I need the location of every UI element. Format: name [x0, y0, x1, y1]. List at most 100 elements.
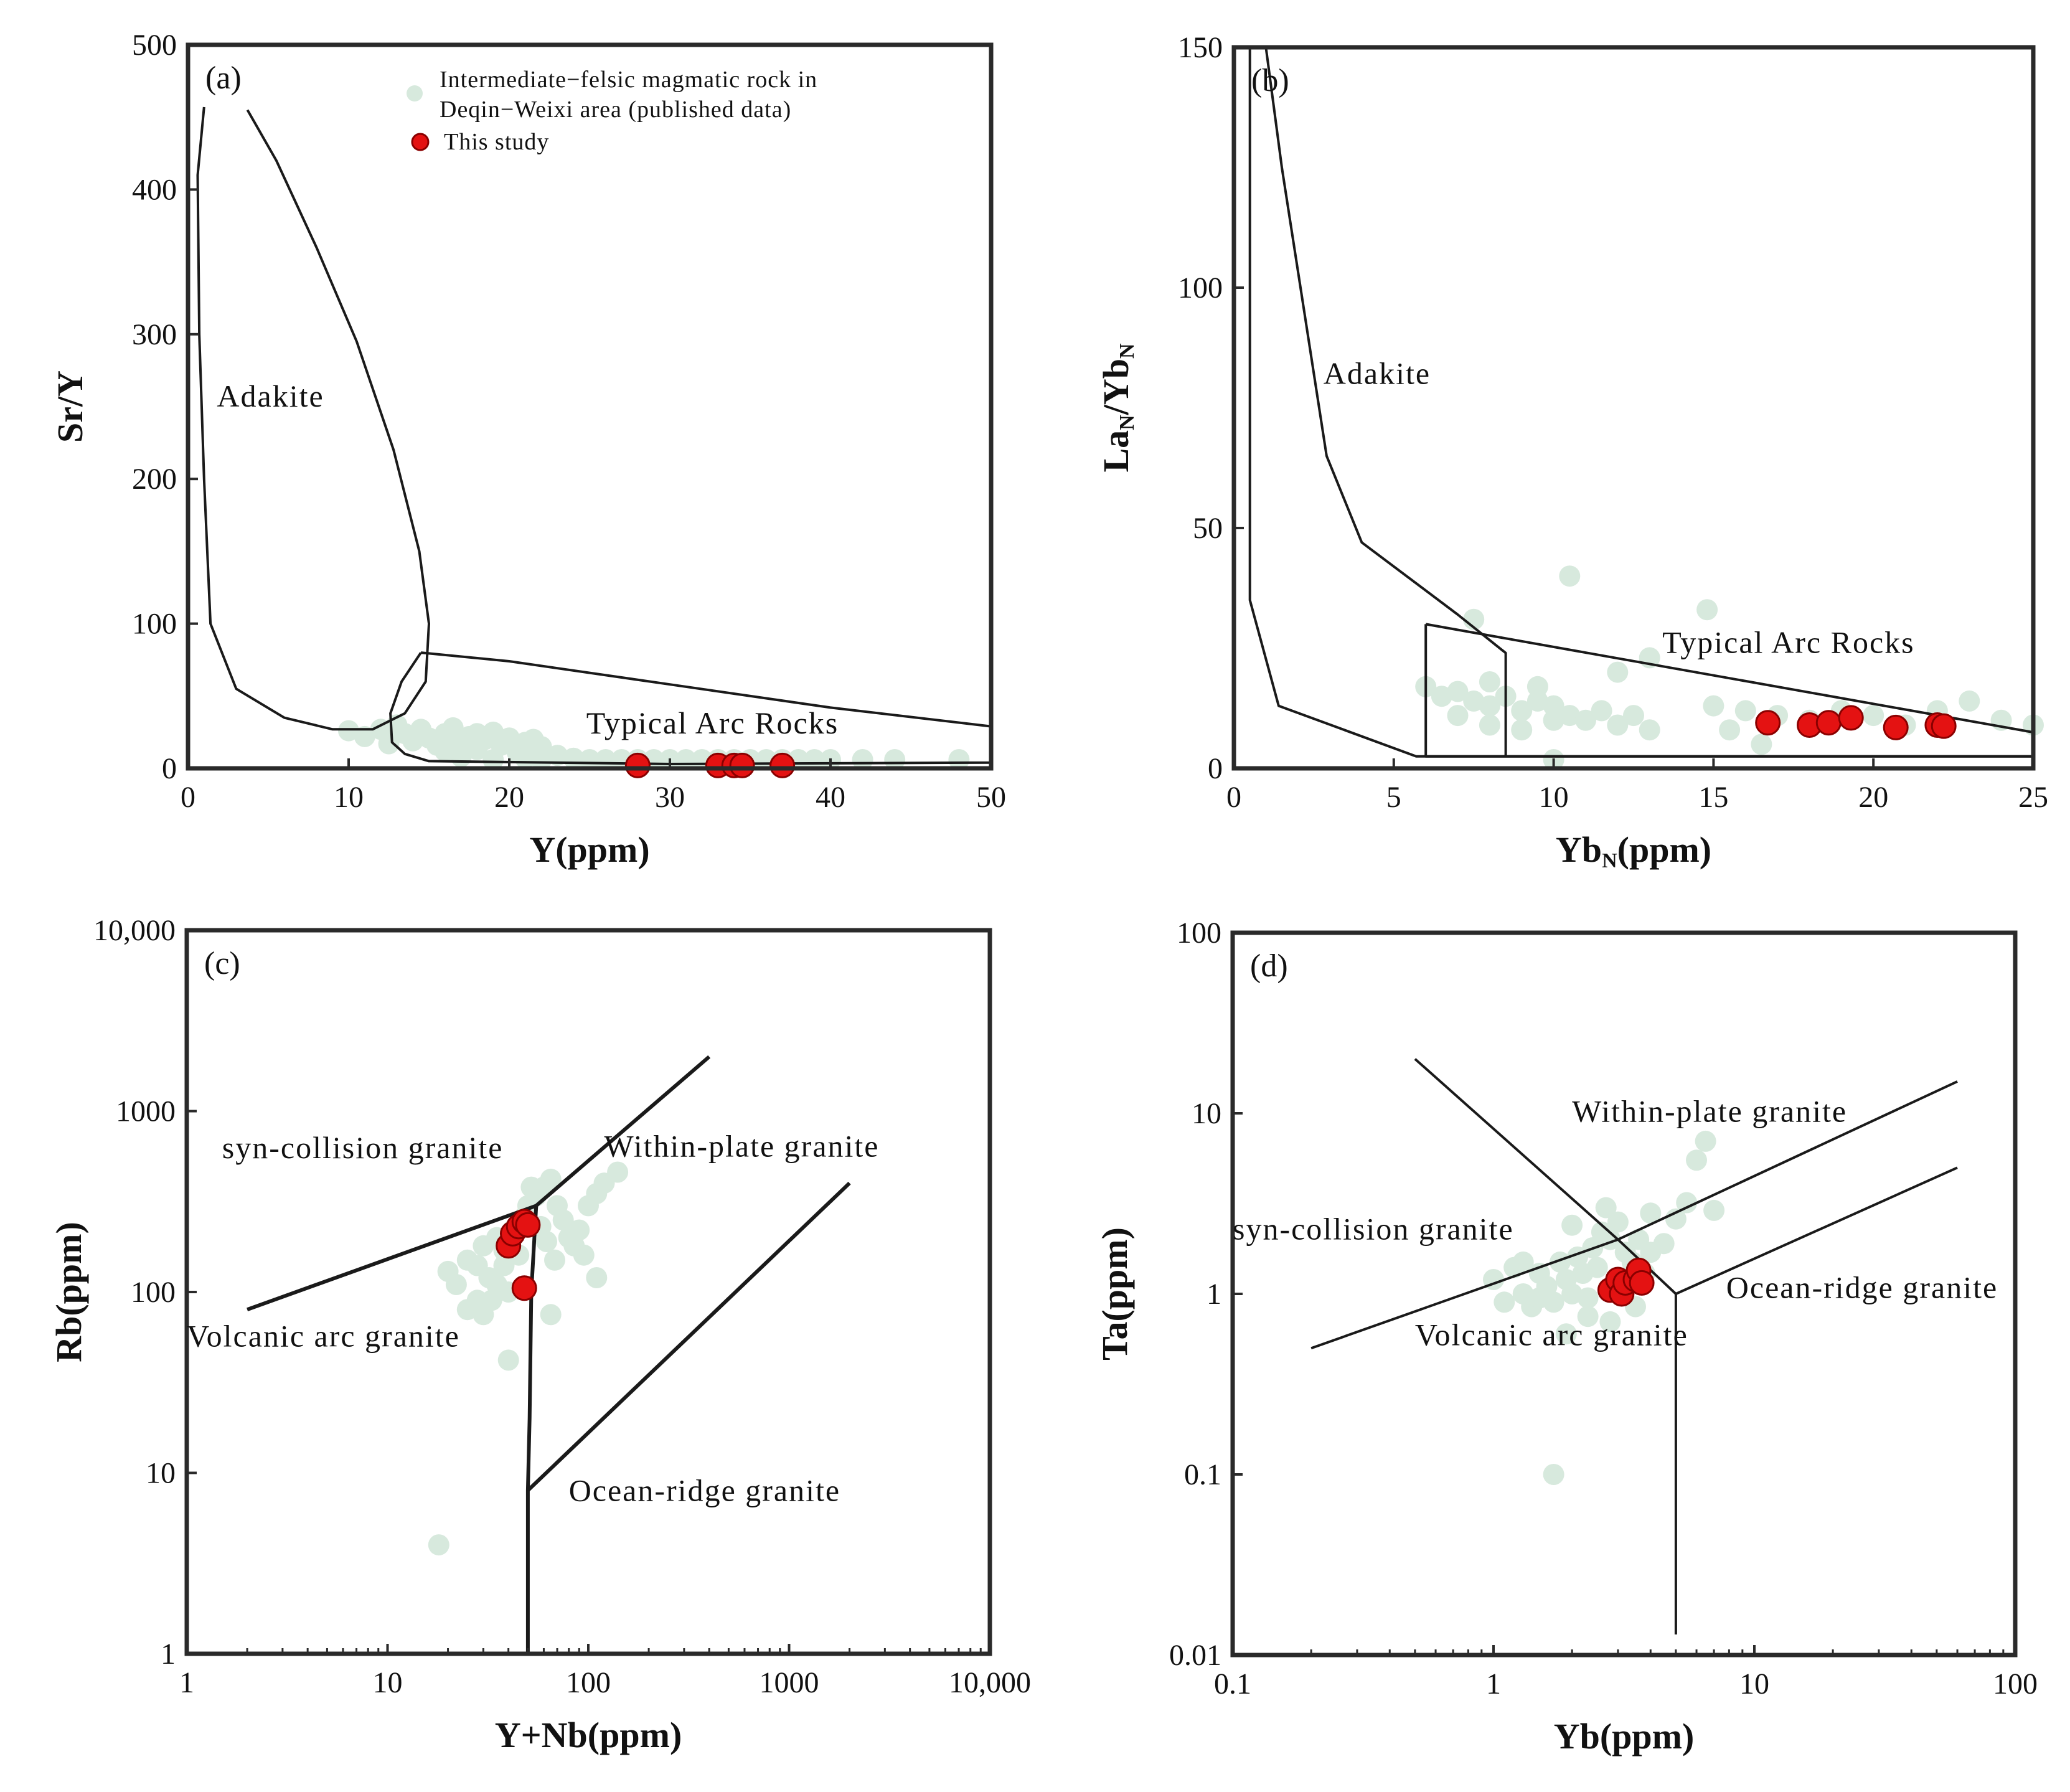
published-point	[520, 1176, 542, 1198]
y-tick-label: 400	[132, 173, 177, 206]
published-point	[607, 1161, 629, 1183]
panel-label: (a)	[205, 60, 242, 96]
y-tick-label: 300	[132, 318, 177, 351]
published-point	[338, 720, 359, 742]
published-point	[1751, 733, 1772, 755]
x-axis-label: Y+Nb(ppm)	[495, 1715, 682, 1755]
published-point	[530, 749, 552, 770]
published-point	[1550, 1251, 1571, 1273]
published-point	[445, 1274, 467, 1295]
published-point	[552, 1209, 574, 1231]
y-tick-label: 100	[132, 608, 177, 641]
published-point	[1686, 1149, 1707, 1171]
x-tick-label: 100	[1993, 1667, 2038, 1700]
field-label: syn-collision granite	[222, 1130, 504, 1165]
y-tick-label: 100	[131, 1276, 176, 1309]
published-point	[573, 1244, 595, 1266]
y-tick-label: 0.01	[1169, 1639, 1221, 1672]
plot-frame	[1231, 45, 2036, 771]
field-label: Volcanic arc granite	[187, 1318, 460, 1353]
published-point	[1703, 1199, 1725, 1221]
study-point	[515, 1212, 541, 1238]
x-axis-label: YbN(ppm)	[1556, 829, 1711, 872]
field-boundary-orn-upper	[1675, 1166, 1958, 1295]
study-point	[1838, 705, 1864, 731]
study-point	[511, 1275, 537, 1301]
study-point	[729, 752, 755, 778]
field-label: Ocean-ridge granite	[1726, 1270, 1998, 1305]
legend-study-marker	[411, 133, 430, 151]
published-point	[1479, 714, 1500, 736]
y-axis-label: Sr/Y	[50, 370, 90, 443]
study-point	[769, 752, 796, 778]
x-tick-label: 10,000	[949, 1666, 1031, 1699]
y-tick-label: 1	[1207, 1278, 1221, 1311]
study-point	[1755, 710, 1781, 736]
panel-a: 0 10 20 30 40 500100200300400500Y(ppm)Sr/Y(a)…	[50, 29, 1006, 870]
y-tick-label: 1	[161, 1638, 176, 1671]
published-point	[1494, 1291, 1515, 1313]
y-tick-label: 10	[1192, 1097, 1221, 1130]
field-boundary-vag-orn-divide	[525, 1205, 539, 1654]
published-point	[1431, 686, 1452, 707]
y-tick-label: 200	[132, 463, 177, 496]
study-point	[1883, 714, 1909, 740]
field-label: syn-collision granite	[1233, 1212, 1514, 1247]
legend-published-label-line1: Intermediate−felsic magmatic rock in	[440, 67, 817, 93]
x-tick-label: 10	[373, 1666, 403, 1699]
published-point	[481, 1290, 502, 1311]
x-tick-label: 20	[494, 781, 524, 814]
x-tick-label: 40	[816, 781, 845, 814]
published-point	[1575, 709, 1596, 731]
published-point	[536, 1231, 557, 1252]
y-tick-label: 100	[1178, 271, 1223, 304]
published-point	[1599, 1311, 1621, 1332]
published-point	[1543, 709, 1564, 731]
published-point	[466, 1255, 488, 1276]
panel-c: 1 10 100 1000 10,000 1 10 100 1000 10,000 Y+Nb(ppm…	[49, 914, 1031, 1755]
published-point	[1561, 1283, 1583, 1304]
y-tick-label: 0	[162, 752, 177, 785]
field-boundary-syn-collision-lower	[247, 1204, 537, 1312]
published-point	[586, 1267, 608, 1288]
x-tick-label: 1	[179, 1666, 194, 1699]
published-point	[1586, 1257, 1608, 1278]
y-tick-label: 0	[1208, 752, 1223, 785]
study-point	[1931, 713, 1957, 739]
field-boundary-within-plate-upper	[1617, 1080, 1958, 1241]
field-label: Within-plate granite	[1572, 1093, 1847, 1128]
published-point	[1543, 1464, 1564, 1485]
published-point	[1527, 676, 1548, 697]
field-label: Volcanic arc granite	[1415, 1317, 1688, 1352]
published-point	[540, 1304, 562, 1326]
published-point	[466, 723, 488, 745]
panel-label: (c)	[204, 946, 240, 981]
x-tick-label: 1000	[760, 1666, 819, 1699]
published-point	[1447, 681, 1469, 702]
plot-frame	[186, 42, 994, 771]
published-point	[1703, 695, 1724, 717]
published-point	[493, 1255, 515, 1276]
study-point	[1629, 1270, 1655, 1296]
field-boundary-orn-wpg-divide	[526, 1181, 851, 1492]
x-tick-label: 100	[566, 1666, 611, 1699]
y-tick-label: 10	[146, 1457, 176, 1490]
published-point	[948, 749, 970, 770]
published-point	[1863, 705, 1884, 727]
published-point	[1623, 705, 1644, 727]
published-point	[1528, 1287, 1550, 1309]
published-point	[497, 1349, 519, 1371]
panel-b: 0 5 10 15 20 25 0 50 100 150 YbN(ppm) LaN/YbN (b) Ada…	[1096, 31, 2048, 872]
field-label: Adakite	[1324, 356, 1431, 390]
panel-label: (d)	[1250, 948, 1288, 984]
legend-published-label-line2: Deqin−Weixi area (published data)	[440, 97, 791, 123]
study-point	[1815, 710, 1842, 736]
published-point	[1577, 1306, 1599, 1327]
published-point	[354, 725, 375, 747]
published-point	[1719, 719, 1741, 741]
published-point	[1639, 719, 1660, 741]
field-label: Typical Arc Rocks	[586, 705, 839, 740]
published-point	[1734, 700, 1756, 722]
published-point	[1591, 700, 1612, 722]
